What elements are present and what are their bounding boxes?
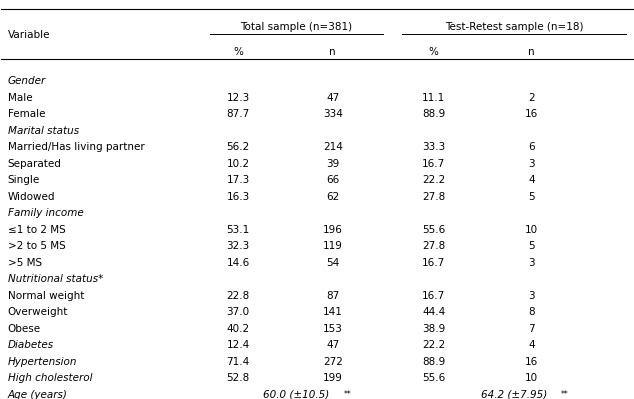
Text: 11.1: 11.1 bbox=[422, 93, 446, 103]
Text: 141: 141 bbox=[323, 307, 343, 317]
Text: 4: 4 bbox=[528, 175, 535, 185]
Text: Overweight: Overweight bbox=[8, 307, 68, 317]
Text: Diabetes: Diabetes bbox=[8, 340, 54, 350]
Text: 3: 3 bbox=[528, 258, 535, 268]
Text: 54: 54 bbox=[326, 258, 339, 268]
Text: 8: 8 bbox=[528, 307, 535, 317]
Text: 5: 5 bbox=[528, 192, 535, 202]
Text: 44.4: 44.4 bbox=[422, 307, 446, 317]
Text: 214: 214 bbox=[323, 142, 343, 152]
Text: 12.3: 12.3 bbox=[226, 93, 250, 103]
Text: 16.7: 16.7 bbox=[422, 258, 446, 268]
Text: 334: 334 bbox=[323, 109, 343, 119]
Text: **: ** bbox=[560, 390, 568, 399]
Text: 3: 3 bbox=[528, 159, 535, 169]
Text: Gender: Gender bbox=[8, 76, 46, 86]
Text: 87: 87 bbox=[326, 291, 339, 301]
Text: 16.7: 16.7 bbox=[422, 159, 446, 169]
Text: Nutritional status*: Nutritional status* bbox=[8, 274, 103, 284]
Text: 16: 16 bbox=[525, 357, 538, 367]
Text: 56.2: 56.2 bbox=[226, 142, 250, 152]
Text: 40.2: 40.2 bbox=[226, 324, 250, 334]
Text: 2: 2 bbox=[528, 93, 535, 103]
Text: 60.0 (±10.5): 60.0 (±10.5) bbox=[263, 390, 330, 399]
Text: n: n bbox=[528, 47, 535, 57]
Text: 199: 199 bbox=[323, 373, 343, 383]
Text: Family income: Family income bbox=[8, 208, 84, 218]
Text: 32.3: 32.3 bbox=[226, 241, 250, 251]
Text: 10.2: 10.2 bbox=[226, 159, 250, 169]
Text: ≤1 to 2 MS: ≤1 to 2 MS bbox=[8, 225, 65, 235]
Text: %: % bbox=[429, 47, 439, 57]
Text: 71.4: 71.4 bbox=[226, 357, 250, 367]
Text: 22.8: 22.8 bbox=[226, 291, 250, 301]
Text: 38.9: 38.9 bbox=[422, 324, 446, 334]
Text: 52.8: 52.8 bbox=[226, 373, 250, 383]
Text: Marital status: Marital status bbox=[8, 126, 79, 136]
Text: Married/Has living partner: Married/Has living partner bbox=[8, 142, 145, 152]
Text: 37.0: 37.0 bbox=[226, 307, 250, 317]
Text: 87.7: 87.7 bbox=[226, 109, 250, 119]
Text: Separated: Separated bbox=[8, 159, 61, 169]
Text: n: n bbox=[330, 47, 336, 57]
Text: Age (years): Age (years) bbox=[8, 390, 68, 399]
Text: 88.9: 88.9 bbox=[422, 109, 446, 119]
Text: 10: 10 bbox=[525, 373, 538, 383]
Text: 10: 10 bbox=[525, 225, 538, 235]
Text: 62: 62 bbox=[326, 192, 339, 202]
Text: Widowed: Widowed bbox=[8, 192, 55, 202]
Text: 17.3: 17.3 bbox=[226, 175, 250, 185]
Text: 53.1: 53.1 bbox=[226, 225, 250, 235]
Text: Male: Male bbox=[8, 93, 32, 103]
Text: High cholesterol: High cholesterol bbox=[8, 373, 92, 383]
Text: 119: 119 bbox=[323, 241, 343, 251]
Text: 47: 47 bbox=[326, 93, 339, 103]
Text: 16.3: 16.3 bbox=[226, 192, 250, 202]
Text: 16.7: 16.7 bbox=[422, 291, 446, 301]
Text: 3: 3 bbox=[528, 291, 535, 301]
Text: Single: Single bbox=[8, 175, 40, 185]
Text: 27.8: 27.8 bbox=[422, 192, 446, 202]
Text: 16: 16 bbox=[525, 109, 538, 119]
Text: 6: 6 bbox=[528, 142, 535, 152]
Text: 4: 4 bbox=[528, 340, 535, 350]
Text: 22.2: 22.2 bbox=[422, 175, 446, 185]
Text: >5 MS: >5 MS bbox=[8, 258, 42, 268]
Text: Test-Retest sample (n=18): Test-Retest sample (n=18) bbox=[445, 22, 583, 32]
Text: 12.4: 12.4 bbox=[226, 340, 250, 350]
Text: Total sample (n=381): Total sample (n=381) bbox=[240, 22, 353, 32]
Text: Hypertension: Hypertension bbox=[8, 357, 77, 367]
Text: Normal weight: Normal weight bbox=[8, 291, 84, 301]
Text: 14.6: 14.6 bbox=[226, 258, 250, 268]
Text: 5: 5 bbox=[528, 241, 535, 251]
Text: 47: 47 bbox=[326, 340, 339, 350]
Text: 27.8: 27.8 bbox=[422, 241, 446, 251]
Text: 7: 7 bbox=[528, 324, 535, 334]
Text: 55.6: 55.6 bbox=[422, 225, 446, 235]
Text: 33.3: 33.3 bbox=[422, 142, 446, 152]
Text: Female: Female bbox=[8, 109, 45, 119]
Text: 153: 153 bbox=[323, 324, 343, 334]
Text: 64.2 (±7.95): 64.2 (±7.95) bbox=[481, 390, 547, 399]
Text: **: ** bbox=[344, 390, 352, 399]
Text: 196: 196 bbox=[323, 225, 343, 235]
Text: 88.9: 88.9 bbox=[422, 357, 446, 367]
Text: 272: 272 bbox=[323, 357, 343, 367]
Text: >2 to 5 MS: >2 to 5 MS bbox=[8, 241, 65, 251]
Text: %: % bbox=[233, 47, 243, 57]
Text: 66: 66 bbox=[326, 175, 339, 185]
Text: 39: 39 bbox=[326, 159, 339, 169]
Text: Variable: Variable bbox=[8, 30, 50, 40]
Text: 22.2: 22.2 bbox=[422, 340, 446, 350]
Text: Obese: Obese bbox=[8, 324, 41, 334]
Text: 55.6: 55.6 bbox=[422, 373, 446, 383]
